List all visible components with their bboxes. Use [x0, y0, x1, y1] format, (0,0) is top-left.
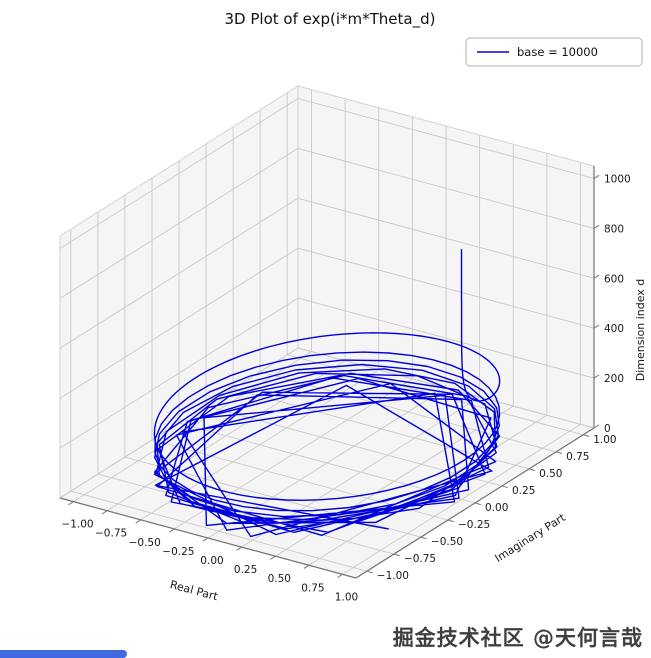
legend-label: base = 10000 [517, 45, 598, 59]
x-tick [270, 555, 276, 560]
y-tick-label: −0.25 [458, 519, 490, 531]
y-tick-label: 1.00 [593, 434, 616, 446]
x-tick [303, 564, 310, 569]
grid-line [59, 247, 299, 399]
y-tick [393, 553, 400, 557]
y-tick-label: 0.75 [566, 451, 589, 463]
bottom-blue-bar [0, 650, 127, 658]
z-tick [593, 424, 600, 429]
x-tick [169, 528, 175, 533]
z-tick [593, 324, 600, 329]
y-tick [583, 434, 590, 437]
y-axis-label: Imaginary Part [493, 511, 569, 565]
x-tick-label: 0.50 [268, 573, 291, 585]
z-tick-label: 800 [604, 223, 624, 235]
y-tick [366, 570, 373, 574]
z-tick [593, 274, 600, 279]
watermark: 掘金技术社区 @天何言哉 [392, 626, 643, 650]
grid-line [59, 197, 299, 349]
axis-ticks: −1.00−0.75−0.50−0.250.000.250.500.751.00… [61, 174, 630, 604]
grid-line [297, 147, 595, 229]
grid-line [297, 247, 595, 329]
grid-line [97, 473, 395, 555]
x-tick-label: 0.00 [200, 555, 223, 567]
x-tick-label: 0.75 [301, 582, 324, 594]
z-tick [593, 174, 600, 179]
y-tick-label: 0.50 [539, 468, 562, 480]
y-tick [501, 485, 508, 489]
x-tick-label: −0.25 [162, 546, 194, 558]
y-tick-label: −0.50 [431, 536, 463, 548]
y-tick [447, 519, 454, 523]
x-tick [236, 546, 242, 551]
x-tick [337, 573, 343, 578]
z-tick [593, 374, 600, 379]
x-tick-label: −0.50 [129, 537, 161, 549]
x-tick-label: 1.00 [335, 591, 358, 603]
legend-box [465, 37, 643, 67]
grid-line [232, 388, 530, 470]
y-tick [528, 468, 536, 471]
z-tick [593, 224, 600, 229]
x-tick [202, 537, 209, 542]
x-tick-label: −1.00 [61, 519, 93, 531]
z-tick-label: 600 [604, 273, 624, 285]
y-tick-label: −0.75 [404, 553, 436, 565]
grid-line [297, 197, 595, 279]
y-tick [556, 451, 563, 454]
grid-line [205, 405, 503, 487]
y-tick-label: −1.00 [377, 570, 409, 582]
chart-title: 3D Plot of exp(i*m*Theta_d) [225, 10, 436, 29]
helix-curve [153, 249, 501, 538]
grid-line [70, 490, 367, 572]
y-tick-label: 0.25 [512, 485, 535, 497]
z-tick-label: 400 [604, 323, 624, 335]
y-tick-label: 0.00 [485, 502, 508, 514]
grid-line [59, 98, 299, 249]
x-tick [101, 510, 108, 515]
y-tick [420, 536, 427, 540]
legend: base = 10000 [465, 37, 643, 67]
grid-line [297, 297, 595, 379]
x-tick-label: 0.25 [234, 564, 257, 576]
z-axis-label: Dimension index d [634, 279, 647, 382]
grid-line [59, 148, 299, 299]
x-tick [135, 519, 141, 524]
z-tick-label: 1000 [604, 174, 631, 186]
y-tick [474, 502, 481, 506]
x-axis-label: Real Part [169, 578, 220, 603]
z-tick-label: 200 [604, 373, 624, 385]
x-tick [68, 501, 74, 506]
grid-line [59, 297, 299, 449]
axes-panes [58, 85, 596, 579]
x-tick-label: −0.75 [95, 528, 127, 540]
z-tick-label: 0 [604, 423, 611, 435]
grid-line [297, 98, 595, 179]
